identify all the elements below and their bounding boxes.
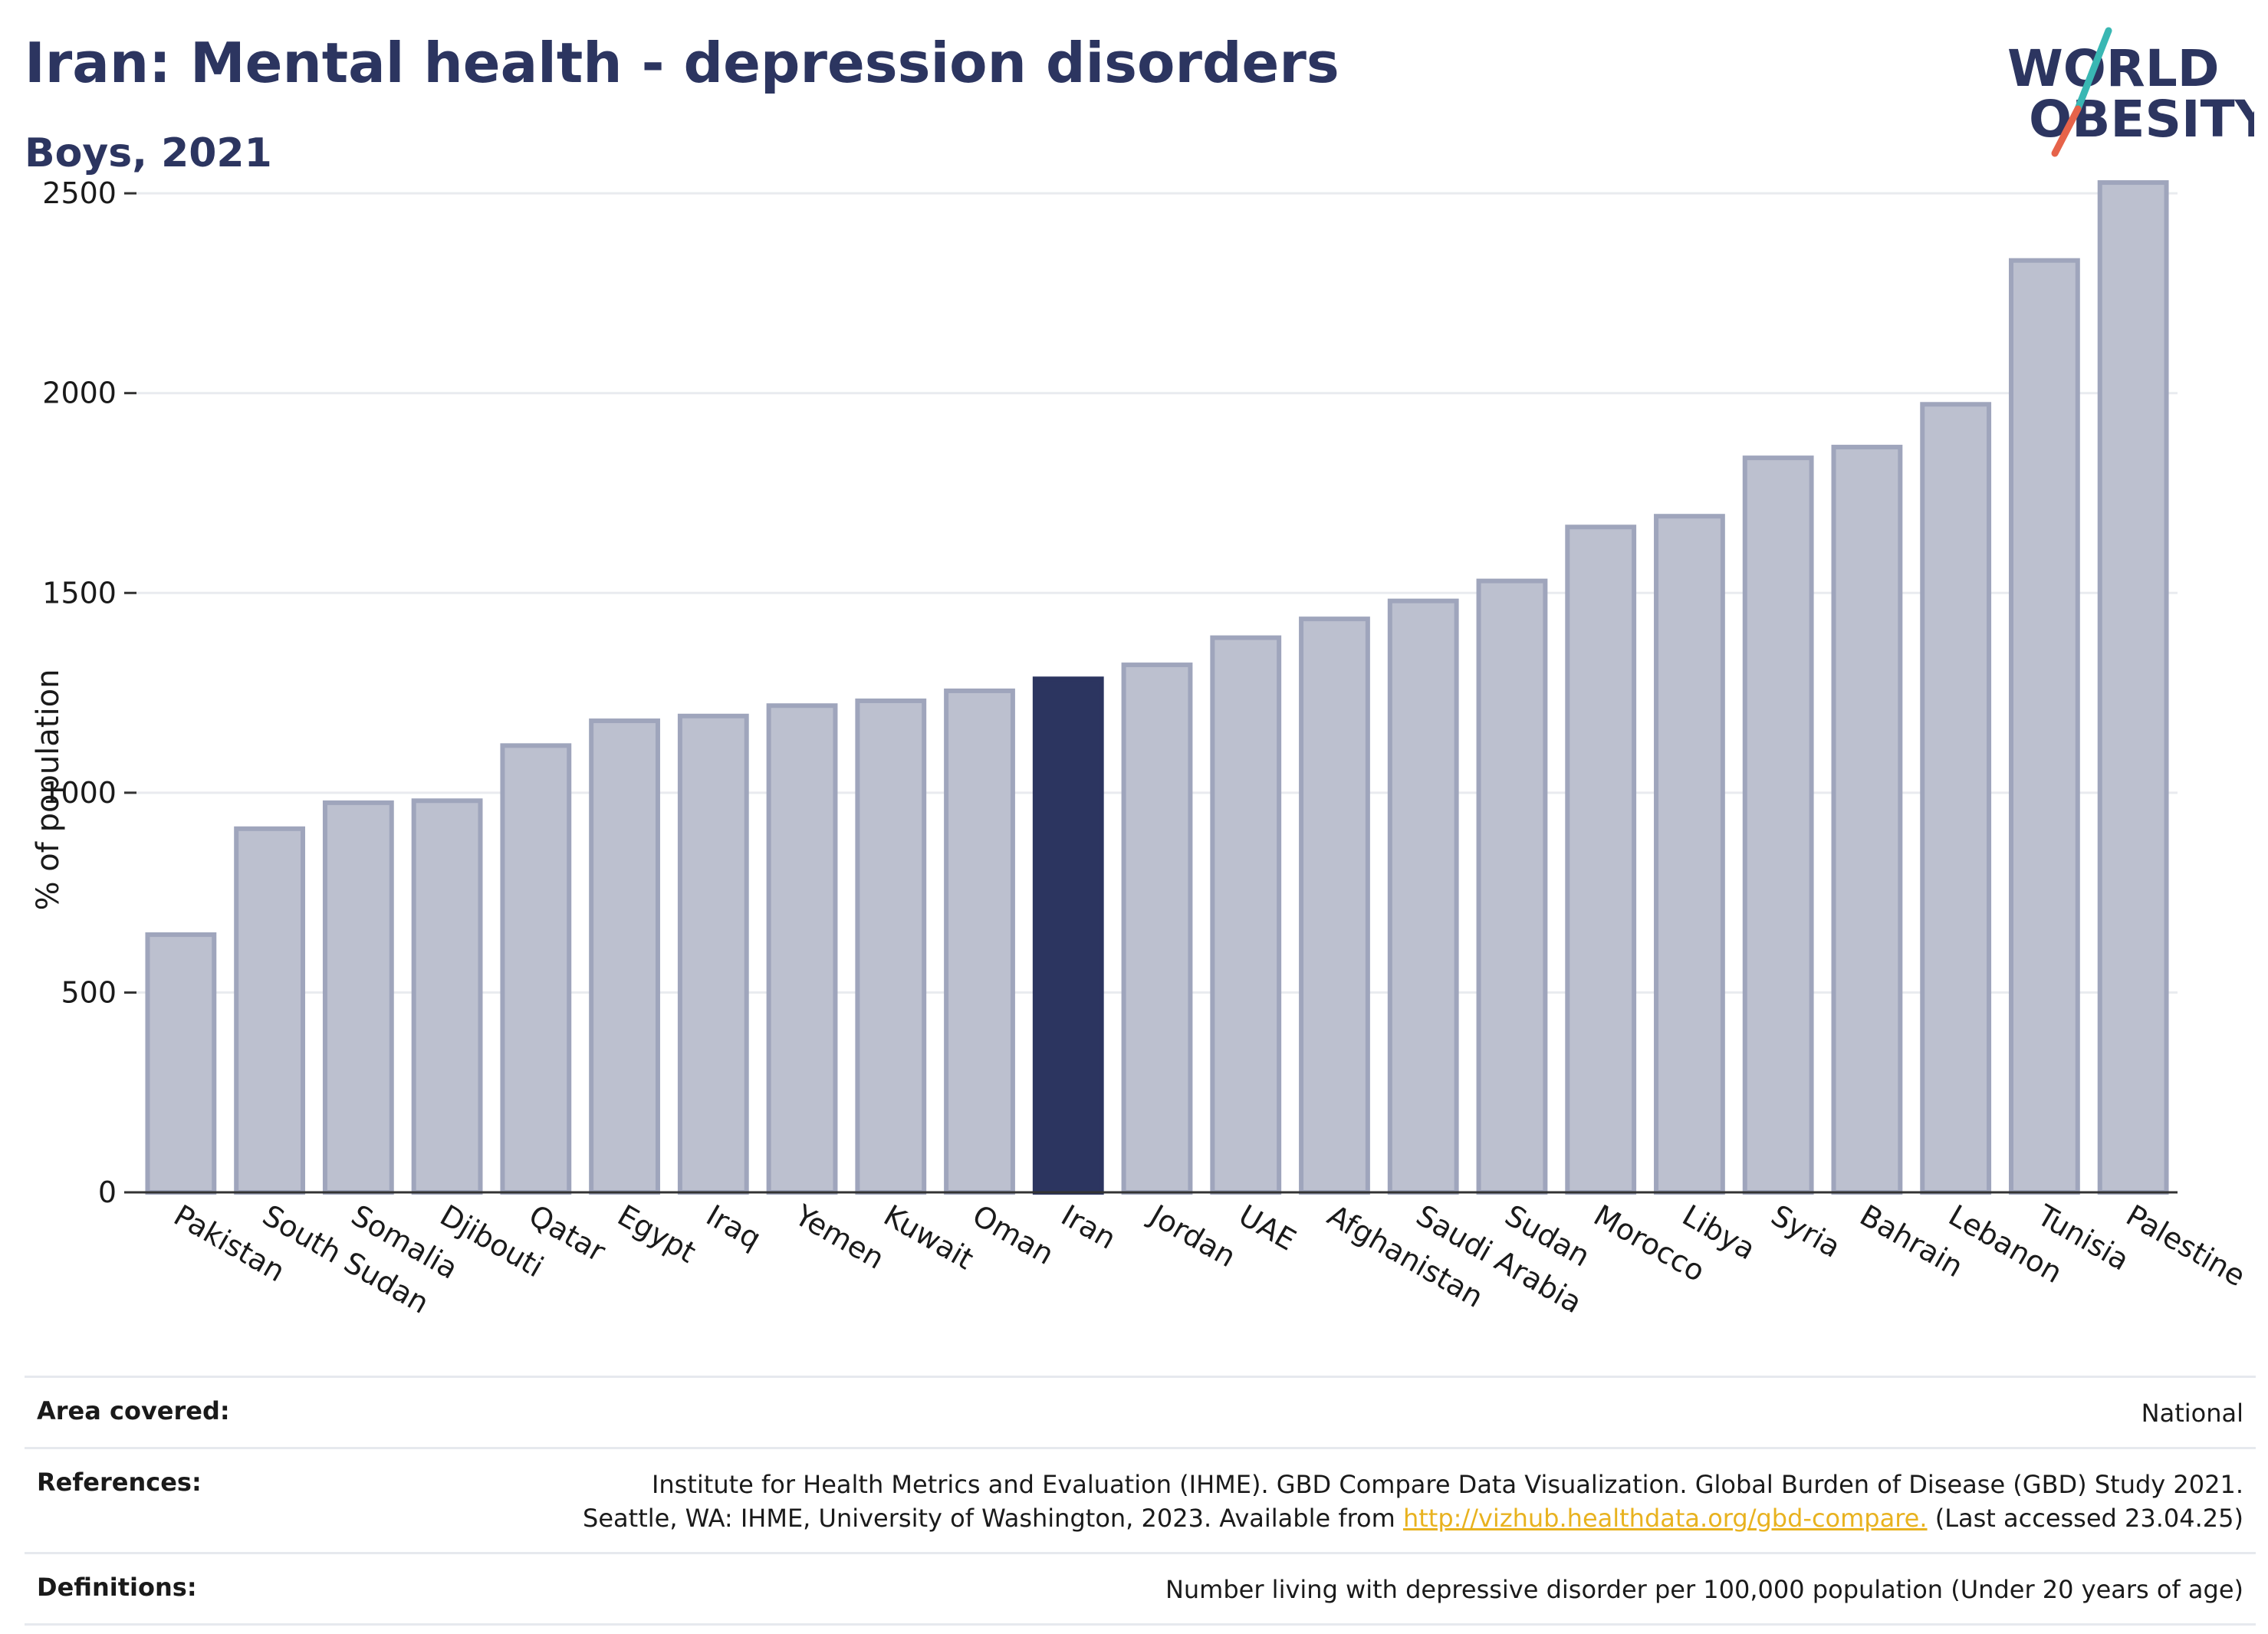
bar-somalia — [322, 800, 394, 1195]
bar-syria — [1742, 455, 1814, 1195]
definitions-label: Definitions: — [37, 1573, 197, 1602]
x-tick-label: Bahrain — [1854, 1198, 1968, 1284]
bar-tunisia — [2008, 258, 2080, 1195]
chart-title: Iran: Mental health - depression disorde… — [25, 31, 1339, 95]
references-link[interactable]: http://vizhub.healthdata.org/gbd-compare… — [1402, 1504, 1928, 1533]
x-tick-label: Egypt — [612, 1198, 702, 1270]
y-axis-title: % of population — [31, 669, 66, 911]
y-tick-label: 1000 — [42, 776, 117, 810]
bar-saudi-arabia — [1387, 598, 1459, 1195]
logo-slash-red — [2051, 105, 2082, 157]
bar-egypt — [589, 718, 660, 1195]
bar-djibouti — [411, 798, 483, 1195]
bar-morocco — [1565, 524, 1637, 1195]
chart-subtitle: Boys, 2021 — [25, 130, 272, 176]
references-line-2: Seattle, WA: IHME, University of Washing… — [583, 1501, 2243, 1535]
bar-jordan — [1121, 662, 1193, 1195]
definitions-value: Number living with depressive disorder p… — [1165, 1575, 2243, 1604]
bar-pakistan — [145, 932, 217, 1195]
logo-line-obesity: OBESITY — [2029, 90, 2254, 149]
x-tick-label: UAE — [1233, 1198, 1301, 1258]
logo-slash-teal — [2074, 27, 2112, 113]
x-tick-label: Oman — [967, 1198, 1060, 1271]
bars — [145, 180, 2169, 1195]
bar-oman — [944, 688, 1015, 1195]
chart-footer: Area covered: National References: Insti… — [25, 1376, 2256, 1626]
bar-sudan — [1476, 578, 1548, 1195]
footer-references-row: References: Institute for Health Metrics… — [25, 1447, 2256, 1552]
bar-iraq — [677, 713, 749, 1195]
bar-yemen — [766, 703, 838, 1195]
logo-line-world: WORLD — [2007, 39, 2220, 98]
bar-palestine — [2097, 180, 2169, 1195]
y-tick-label: 2500 — [42, 176, 117, 210]
bar-qatar — [500, 743, 572, 1195]
footer-definitions-row: Definitions: Number living with depressi… — [25, 1552, 2256, 1626]
area-covered-label: Area covered: — [37, 1396, 230, 1425]
y-tick-label: 500 — [61, 975, 117, 1009]
y-tick-label: 1500 — [42, 576, 117, 610]
bar-lebanon — [1920, 402, 1992, 1195]
bar-afghanistan — [1299, 616, 1370, 1195]
references-label: References: — [37, 1468, 202, 1497]
world-obesity-logo: WORLD OBESITY — [2007, 27, 2254, 157]
footer-area-row: Area covered: National — [25, 1376, 2256, 1447]
bar-bahrain — [1831, 445, 1903, 1195]
bar-iran — [1032, 676, 1104, 1195]
area-covered-value: National — [2141, 1399, 2243, 1428]
y-tick-label: 2000 — [42, 376, 117, 410]
x-tick-label: Jordan — [1143, 1198, 1241, 1274]
references-line-2-pre: Seattle, WA: IHME, University of Washing… — [583, 1504, 1395, 1533]
x-tick-label: Iran — [1056, 1198, 1122, 1256]
bar-kuwait — [855, 698, 927, 1195]
x-tick-label: Yemen — [789, 1198, 890, 1276]
x-tick-label: Syria — [1766, 1198, 1846, 1264]
x-tick-label: Iraq — [701, 1198, 767, 1256]
y-axis-ticks: 0 500 1000 1500 2000 2500 — [42, 176, 136, 1209]
references-value: Institute for Health Metrics and Evaluat… — [583, 1468, 2243, 1535]
bar-libya — [1654, 514, 1725, 1195]
bar-south-sudan — [234, 826, 306, 1195]
references-line-1: Institute for Health Metrics and Evaluat… — [651, 1470, 2243, 1499]
y-tick-label: 0 — [98, 1175, 117, 1209]
bar-uae — [1210, 635, 1282, 1195]
references-line-2-post: (Last accessed 23.04.25) — [1934, 1504, 2243, 1533]
x-tick-label: Kuwait — [878, 1198, 979, 1277]
x-tick-label: Palestine — [2121, 1198, 2251, 1294]
